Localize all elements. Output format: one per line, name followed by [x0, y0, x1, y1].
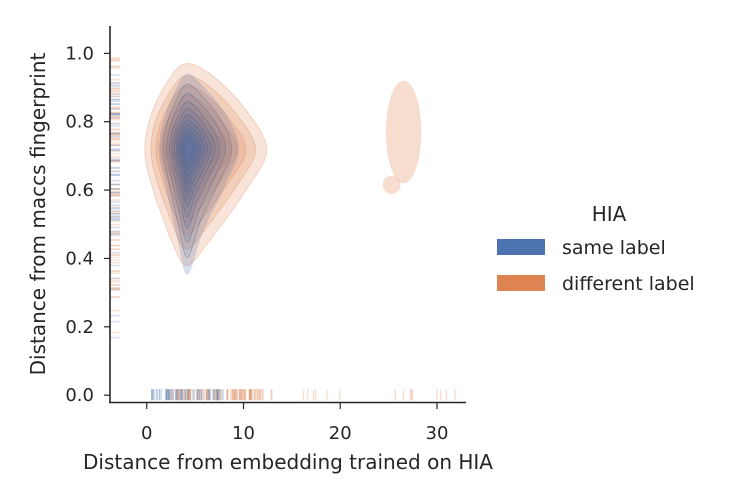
legend-label-different-label: different label [562, 273, 695, 295]
density-contour-same-label [177, 123, 205, 191]
density-cluster-different-label [385, 80, 422, 184]
density-contour-same-label [173, 113, 212, 208]
density-contour-same-label [169, 101, 221, 229]
rug-marks [110, 57, 456, 401]
density-contour-different-label [177, 129, 206, 176]
y-tick-label: 0.6 [65, 180, 94, 201]
y-tick-label: 0.8 [65, 112, 94, 133]
legend: HIA same label different label [497, 202, 695, 295]
density-contour-different-label [163, 102, 231, 213]
density-contour-different-label [170, 115, 219, 195]
density-contour-different-label [160, 94, 238, 223]
y-ticks: 0.0 0.2 0.4 0.6 0.8 1.0 [65, 43, 110, 406]
density-cluster-different-label [382, 175, 401, 194]
legend-swatch-same-label [497, 239, 545, 255]
density-contour-different-label [150, 75, 257, 250]
density-contour-different-label [172, 120, 215, 188]
density-contour-different-label [179, 134, 202, 170]
density-contour-different-label [167, 109, 225, 203]
x-tick-label: 30 [426, 423, 449, 444]
density-contour-same-label [158, 73, 239, 275]
density-contour-same-label [180, 132, 200, 178]
y-tick-label: 0.2 [65, 317, 94, 338]
density-contour-same-label [179, 128, 202, 184]
x-tick-label: 20 [329, 423, 352, 444]
y-axis-label: Distance from maccs fingerprint [26, 52, 50, 375]
legend-label-same-label: same label [562, 237, 666, 259]
density-contour-same-label [162, 83, 233, 258]
y-tick-label: 1.0 [65, 43, 94, 64]
y-tick-label: 0.4 [65, 248, 94, 269]
x-tick-label: 10 [232, 423, 255, 444]
density-contour-different-label [181, 138, 198, 164]
density-contour-same-label [175, 119, 208, 199]
x-axis-label: Distance from embedding trained on HIA [83, 450, 493, 474]
density-contour-different-label [144, 63, 268, 266]
density-contours [144, 63, 422, 275]
density-contour-same-label [183, 139, 194, 165]
legend-swatch-different-label [497, 275, 545, 291]
x-ticks: 0 10 20 30 [141, 403, 448, 444]
legend-title: HIA [592, 202, 627, 226]
density-contour-different-label [175, 125, 210, 181]
density-contour-different-label [155, 85, 247, 236]
y-tick-label: 0.0 [65, 385, 94, 406]
density-contour-same-label [165, 92, 226, 243]
density-contour-same-label [182, 135, 197, 171]
x-tick-label: 0 [141, 423, 152, 444]
density-contour-same-label [171, 107, 216, 218]
